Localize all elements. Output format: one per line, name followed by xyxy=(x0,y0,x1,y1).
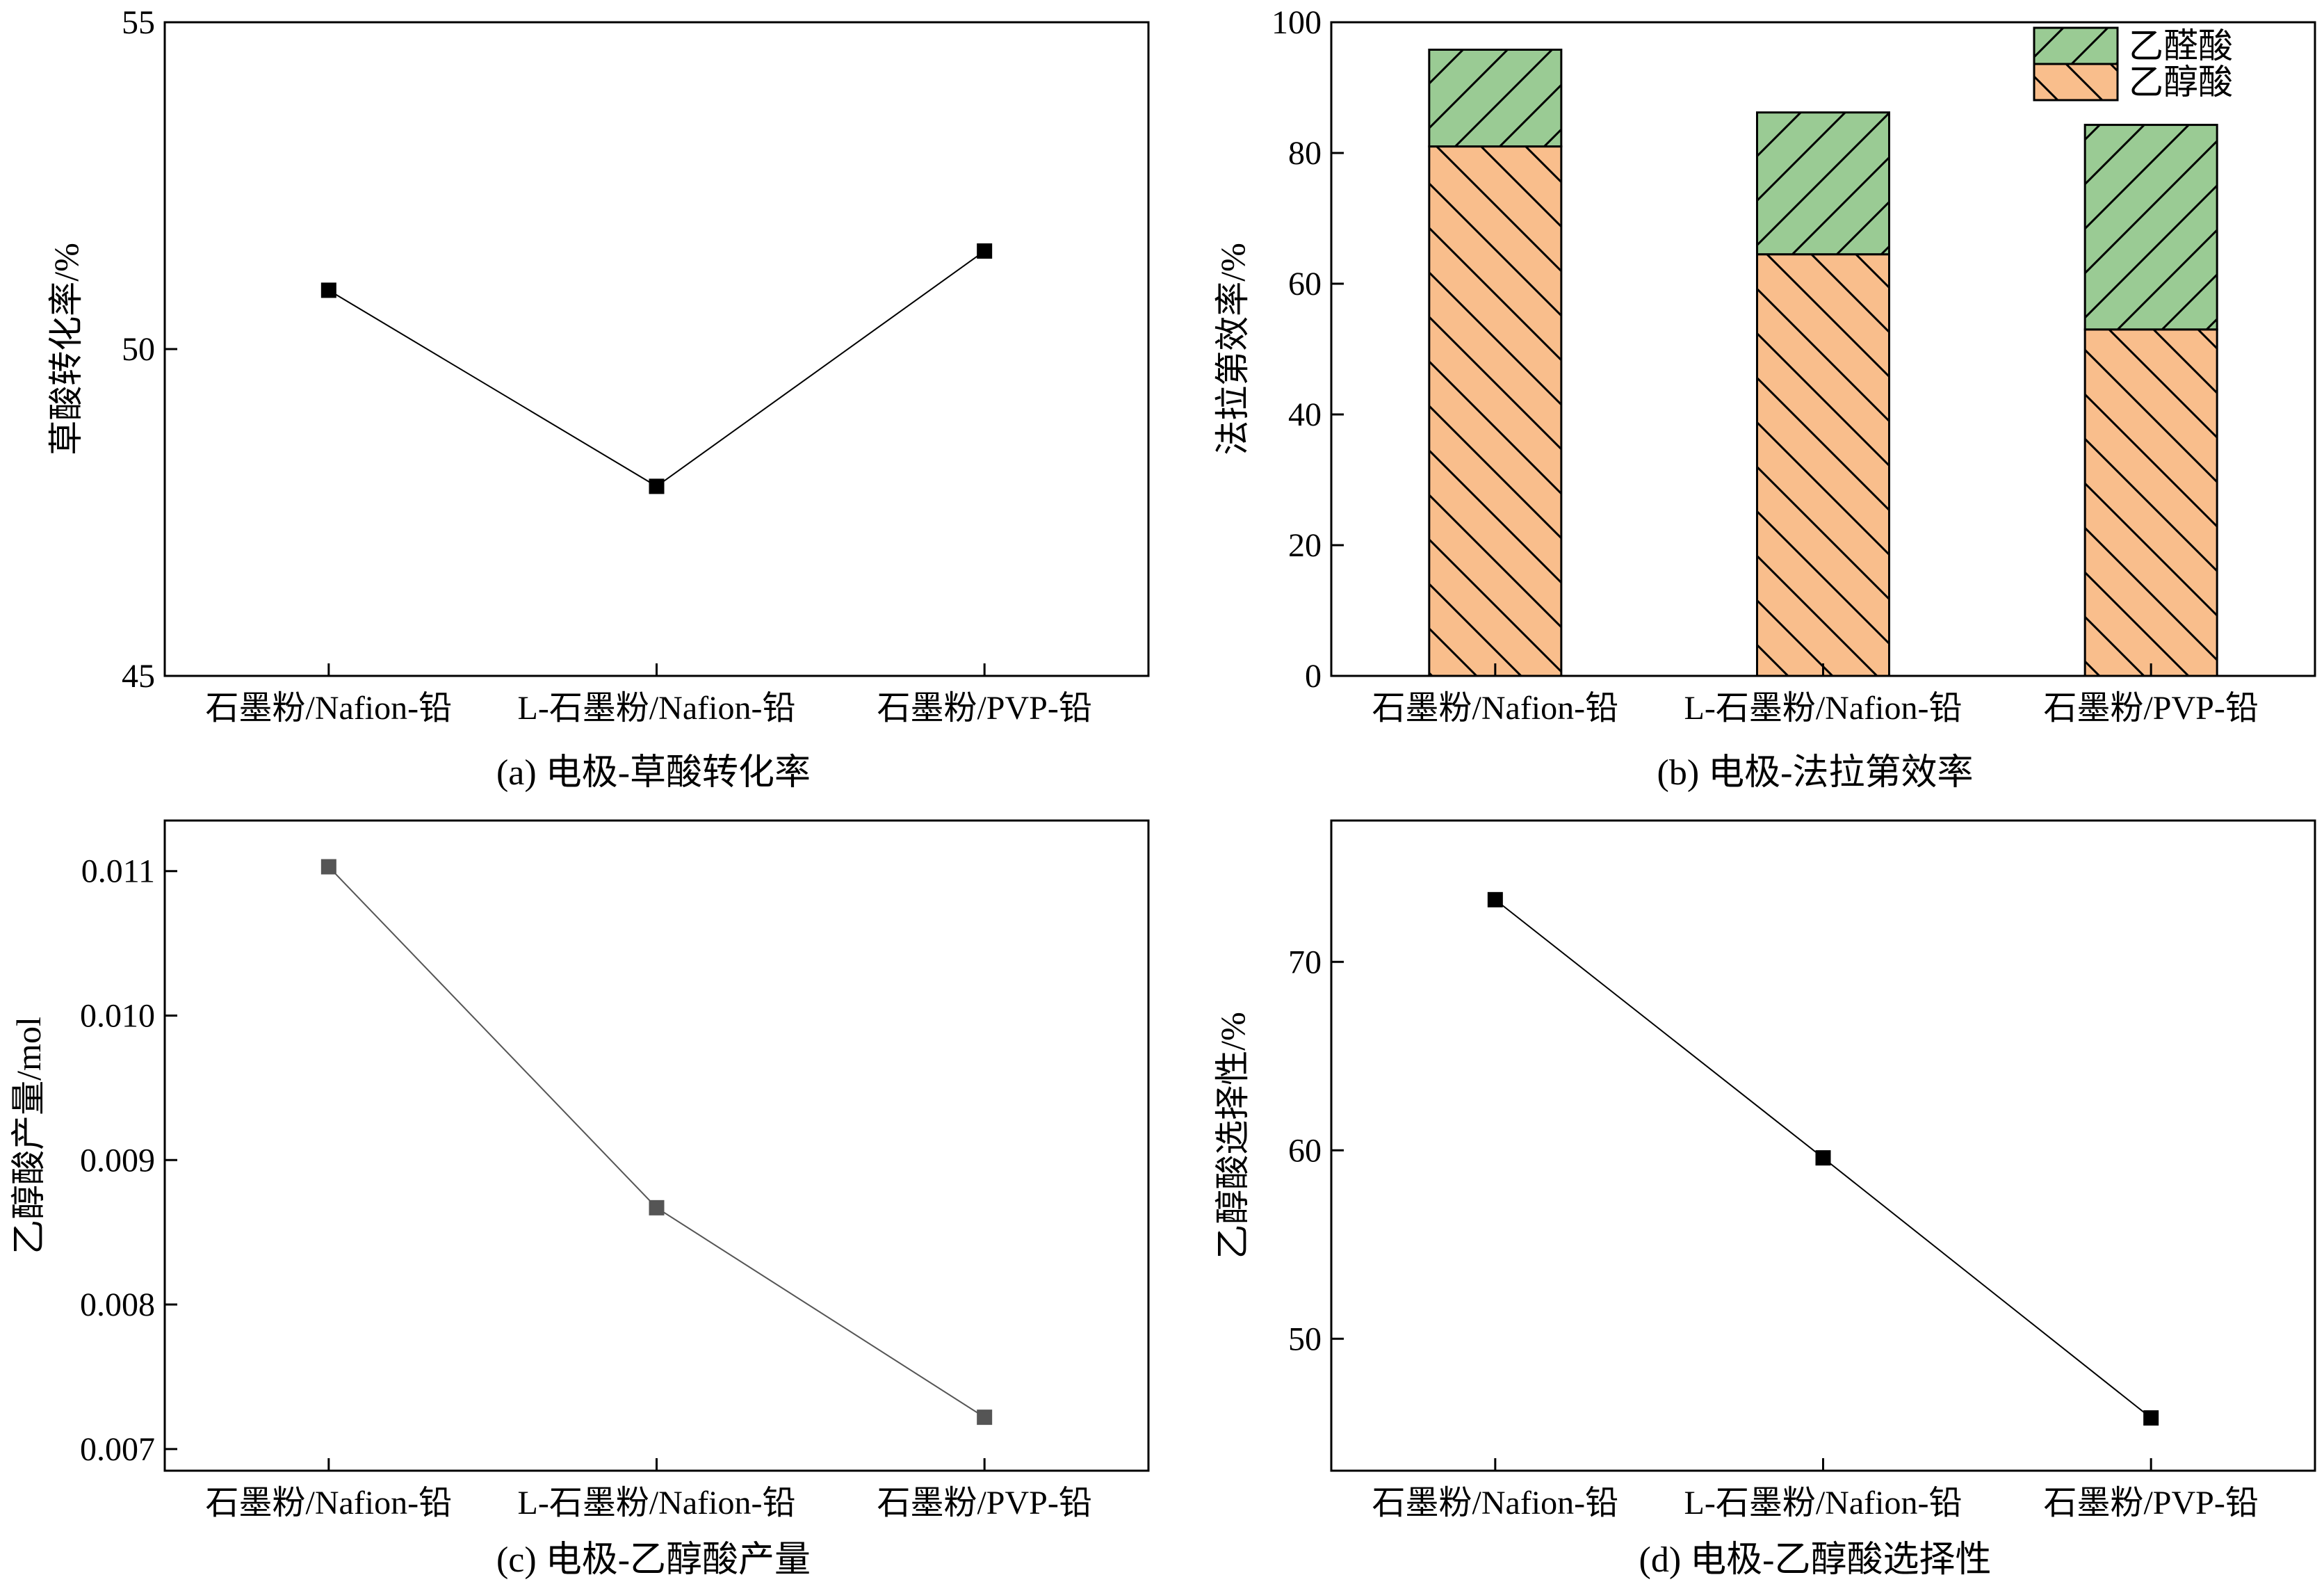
panel-d-data-point xyxy=(2143,1410,2159,1426)
panel-c-caption: (c) 电极-乙醇酸产量 xyxy=(496,1540,811,1580)
panel-c-data-point xyxy=(320,859,336,875)
panel-c-ylabel: 乙醇酸产量/mol xyxy=(9,1017,48,1254)
panel-c-data-point xyxy=(977,1410,993,1426)
panel-b-ylabel: 法拉第效率/% xyxy=(1213,243,1252,455)
panel-a-plot-frame xyxy=(163,21,1150,677)
panel-c-ytick-label: 0.009 xyxy=(80,1142,155,1179)
panel-a-ytick-label: 55 xyxy=(122,4,155,41)
panel-b-legend-swatch xyxy=(2033,63,2119,102)
panel-a-caption: (a) 电极-草酸转化率 xyxy=(496,753,811,793)
panel-b-ytick-label: 100 xyxy=(1271,4,1322,41)
panel-b-legend-label: 乙醇酸 xyxy=(2129,63,2233,102)
panel-c-ytick-label: 0.011 xyxy=(81,853,155,890)
panel-d-data-point xyxy=(1487,891,1503,907)
panel-a-data-point xyxy=(977,243,993,259)
panel-d-ytick-label: 60 xyxy=(1288,1132,1322,1169)
panel-b-bar-segment xyxy=(1756,111,1890,256)
panel-d-ytick-label: 50 xyxy=(1288,1321,1322,1357)
panel-a-xtick-label: 石墨粉/PVP-铅 xyxy=(877,690,1091,727)
panel-a-data-point xyxy=(649,478,665,494)
panel-b-chart: 法拉第效率/% (b) 电极-法拉第效率 0 20 40 60 80 100 石墨粉/Naf… xyxy=(1213,4,2316,793)
panel-d-xtick-label: 石墨粉/PVP-铅 xyxy=(2043,1485,2258,1521)
panel-d-xtick-label: L-石墨粉/Nafion-铅 xyxy=(1684,1485,1963,1521)
panel-d-ylabel: 乙醇酸选择性/% xyxy=(1213,1012,1252,1259)
panel-b-bar-segment xyxy=(1428,48,1563,148)
panel-b-ytick-label: 20 xyxy=(1288,527,1322,564)
panel-b-xtick-label: 石墨粉/PVP-铅 xyxy=(2043,690,2258,727)
panel-b-bar-segment xyxy=(2083,124,2218,331)
panel-c-series-line xyxy=(328,866,985,1418)
panel-d-plot-frame xyxy=(1330,819,2316,1472)
panel-c-xtick-label: 石墨粉/PVP-铅 xyxy=(877,1485,1091,1521)
panel-a-data-point xyxy=(320,282,336,298)
panel-d-xtick-label: 石墨粉/Nafion-铅 xyxy=(1372,1485,1619,1521)
panel-d-ytick-label: 70 xyxy=(1288,944,1322,980)
panel-b-ytick-label: 80 xyxy=(1288,135,1322,172)
panel-a-ylabel: 草酸转化率/% xyxy=(47,243,86,455)
panel-c-chart: 乙醇酸产量/mol (c) 电极-乙醇酸产量 0.007 0.008 0.009 0.… xyxy=(9,819,1150,1580)
panel-b-bar-segment xyxy=(2083,328,2218,677)
panel-b-legend-swatch xyxy=(2033,26,2119,65)
panel-c-xtick-label: 石墨粉/Nafion-铅 xyxy=(206,1485,453,1521)
panel-b-caption: (b) 电极-法拉第效率 xyxy=(1657,753,1974,793)
panel-b-bar-segment xyxy=(1428,145,1563,677)
panel-d-chart: 乙醇酸选择性/% (d) 电极-乙醇酸选择性 50 60 70 石墨粉/Nafion-… xyxy=(1213,819,2316,1580)
panel-b-ytick-label: 60 xyxy=(1288,266,1322,302)
panel-b-bar-segment xyxy=(1756,253,1890,677)
panel-b-ytick-label: 40 xyxy=(1288,396,1322,433)
panel-a-ytick-label: 50 xyxy=(122,331,155,368)
panel-c-plot-frame xyxy=(163,819,1150,1472)
panel-c-ytick-label: 0.007 xyxy=(80,1431,155,1468)
panel-b-legend-label: 乙醛酸 xyxy=(2129,26,2233,65)
panel-b-ytick-label: 0 xyxy=(1305,658,1322,695)
panel-c-ytick-label: 0.008 xyxy=(80,1286,155,1323)
panel-c-xtick-label: L-石墨粉/Nafion-铅 xyxy=(518,1485,796,1521)
panel-b-xtick-label: L-石墨粉/Nafion-铅 xyxy=(1684,690,1963,727)
panel-d-data-point xyxy=(1815,1150,1831,1166)
panel-a-xtick-label: L-石墨粉/Nafion-铅 xyxy=(518,690,796,727)
panel-a-ytick-label: 45 xyxy=(122,658,155,695)
panel-a-series-line xyxy=(328,250,985,487)
panel-c-ytick-label: 0.010 xyxy=(80,998,155,1035)
panel-a-xtick-label: 石墨粉/Nafion-铅 xyxy=(206,690,453,727)
panel-c-data-point xyxy=(649,1200,665,1216)
panel-a-chart: 草酸转化率/% (a) 电极-草酸转化率 45 50 55 石墨粉/Nafion-铅 L… xyxy=(47,4,1150,793)
panel-d-caption: (d) 电极-乙醇酸选择性 xyxy=(1639,1540,1992,1580)
panel-b-xtick-label: 石墨粉/Nafion-铅 xyxy=(1372,690,1619,727)
